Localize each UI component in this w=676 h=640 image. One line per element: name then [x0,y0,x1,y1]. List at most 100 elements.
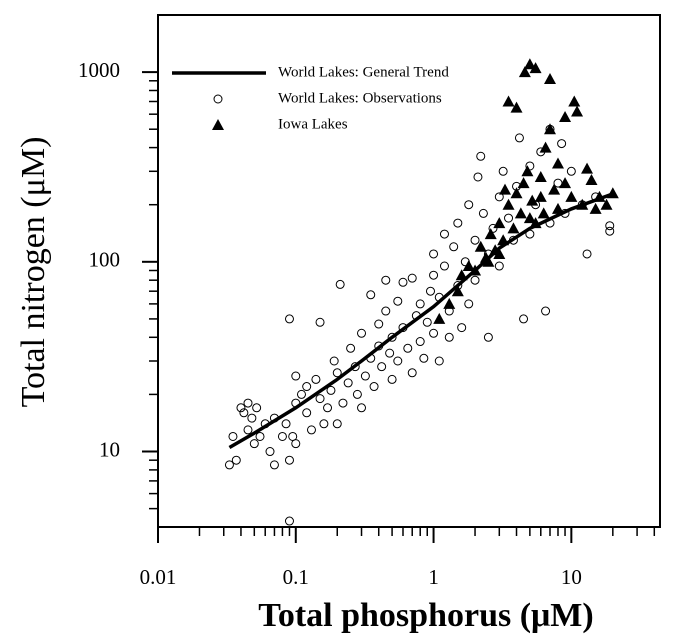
point [243,425,253,435]
point [434,292,444,302]
point [600,198,613,210]
point [482,255,495,267]
point [557,139,567,149]
point [502,198,515,210]
point [498,166,508,176]
point [284,455,294,465]
point [335,279,345,289]
point [381,306,391,316]
point [585,173,598,185]
point [483,332,493,342]
point [224,460,234,470]
point [332,419,342,429]
point [523,212,536,224]
x-axis-title: Total phosphorus (μM) [258,597,593,634]
point [517,177,530,189]
point [451,285,464,297]
point [398,323,408,333]
point [559,177,572,189]
point [548,183,561,195]
point [243,398,253,408]
point [493,247,506,259]
point [507,222,520,234]
y-axis-title: Total nitrogen (μM) [15,137,52,408]
point [385,348,395,358]
point [566,166,576,176]
point [415,299,425,309]
point [474,240,487,252]
legend-label: World Lakes: General Trend [278,64,449,80]
point [369,382,379,392]
point [518,66,531,78]
x-tick-label: 0.01 [140,565,177,589]
point [374,341,384,351]
point [470,235,480,245]
legend-marker [213,94,223,104]
point [439,229,449,239]
point [291,371,301,381]
point [260,419,270,429]
point [231,455,241,465]
point [239,408,249,418]
point [593,190,606,202]
trend-line [228,192,614,450]
point [281,419,291,429]
point [539,141,552,153]
point [508,235,518,245]
point [444,332,454,342]
point [523,58,536,70]
point [269,413,279,423]
point [319,419,329,429]
point [422,317,432,327]
point [589,202,602,214]
point [366,353,376,363]
point [462,260,475,272]
legend-marker [212,119,224,130]
point [494,192,504,202]
point [576,198,589,210]
point [429,249,439,259]
point [374,319,384,329]
y-tick-label: 100 [89,248,121,272]
point [525,229,535,239]
point [568,95,581,107]
point [529,217,542,229]
point [581,162,594,174]
point [252,403,262,413]
point [529,62,542,74]
point [403,343,413,353]
point [291,439,301,449]
point [255,431,265,441]
point [476,151,486,161]
point [449,242,459,252]
point [277,431,287,441]
point [306,425,316,435]
point [493,217,506,229]
point [565,190,578,202]
point [541,306,551,316]
point [315,394,325,404]
point [352,389,362,399]
x-tick-label: 0.1 [283,565,309,589]
point [357,328,367,338]
point [387,374,397,384]
point [419,353,429,363]
point [291,398,301,408]
point [433,312,446,324]
point [425,286,435,296]
point [357,403,367,413]
point [473,172,483,182]
x-tick-label: 10 [561,565,582,589]
point [434,356,444,366]
x-tick-label: 1 [428,565,439,589]
point [559,110,572,122]
point [393,296,403,306]
point [469,264,482,276]
point [443,297,456,309]
point [551,157,564,169]
point [284,314,294,324]
point [510,101,523,113]
point [311,374,321,384]
point [519,314,529,324]
point [457,323,467,333]
